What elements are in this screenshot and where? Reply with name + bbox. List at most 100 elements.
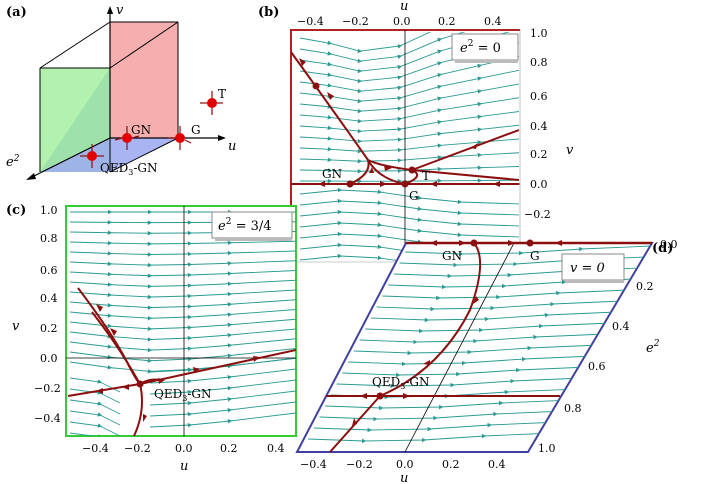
panel-a-label: (a) bbox=[6, 5, 27, 20]
streamline bbox=[149, 379, 296, 395]
panel-b-xlabel: u bbox=[400, 0, 408, 14]
panel-c-title: e2 = 3/4 bbox=[218, 217, 272, 234]
streamline bbox=[69, 410, 121, 426]
cube-gn-label: GN bbox=[131, 123, 151, 137]
cube-face-red bbox=[110, 22, 178, 138]
svg-text:0.8: 0.8 bbox=[530, 56, 548, 69]
streamline bbox=[149, 368, 296, 384]
panel-b-xticks: −0.4 −0.2 0.0 0.2 0.4 bbox=[297, 15, 502, 28]
streamline bbox=[69, 432, 103, 436]
svg-text:0.0: 0.0 bbox=[40, 352, 58, 365]
streamline bbox=[69, 279, 296, 289]
streamline bbox=[353, 344, 600, 356]
streamline bbox=[405, 245, 652, 257]
cube-g-label: G bbox=[191, 123, 201, 137]
svg-text:0.0: 0.0 bbox=[396, 458, 414, 471]
svg-text:0.4: 0.4 bbox=[612, 320, 630, 333]
streamline bbox=[299, 187, 519, 205]
streamline bbox=[69, 328, 296, 342]
panel-d-title: v = 0 bbox=[570, 261, 605, 276]
svg-text:0.2: 0.2 bbox=[438, 15, 456, 28]
streamline bbox=[69, 309, 296, 321]
svg-text:−0.2: −0.2 bbox=[524, 208, 551, 221]
panel-d-xticks: −0.4 −0.2 0.0 0.2 0.4 bbox=[300, 458, 506, 471]
streamline bbox=[69, 240, 296, 247]
panel-d-ylabel: e2 bbox=[646, 339, 660, 356]
svg-text:0.2: 0.2 bbox=[530, 148, 548, 161]
panel-b-title: e2 = 0 bbox=[460, 39, 501, 56]
svg-text:−0.2: −0.2 bbox=[34, 382, 61, 395]
panel-c-xlabel: u bbox=[180, 459, 188, 474]
streamline bbox=[69, 260, 296, 268]
streamline bbox=[365, 322, 612, 334]
svg-text:0.6: 0.6 bbox=[40, 264, 58, 277]
panel-d: (d) GN G QED3-GN v = 0 −0.4 −0 bbox=[295, 238, 678, 484]
streamline bbox=[299, 138, 519, 154]
streamline bbox=[69, 270, 296, 278]
streamline bbox=[299, 198, 519, 216]
streamline bbox=[336, 377, 583, 389]
panel-b-gn-label: GN bbox=[322, 167, 342, 181]
panel-d-label: (d) bbox=[652, 241, 673, 256]
svg-text:0.8: 0.8 bbox=[40, 232, 58, 245]
panel-b-fixed-points bbox=[312, 82, 416, 188]
panel-d-g-label: G bbox=[530, 249, 540, 263]
streamline bbox=[299, 83, 519, 114]
panel-c-fixed-point bbox=[136, 380, 144, 388]
streamline bbox=[359, 333, 606, 345]
panel-d-gn-label: GN bbox=[442, 249, 462, 263]
panel-b-yticks: 1.0 0.8 0.6 0.4 0.2 0.0 −0.2 bbox=[524, 27, 551, 221]
streamline bbox=[69, 348, 296, 363]
svg-text:−0.2: −0.2 bbox=[342, 15, 369, 28]
streamline bbox=[69, 399, 121, 415]
panel-c: (c) QED3-GN e2 = 3/4 −0.4 −0.2 0.0 0.2 bbox=[6, 203, 297, 474]
streamline bbox=[149, 412, 296, 428]
streamline bbox=[69, 289, 296, 300]
svg-text:−0.4: −0.4 bbox=[82, 442, 109, 455]
streamline bbox=[348, 355, 595, 367]
streamline bbox=[69, 299, 296, 310]
streamline bbox=[149, 401, 296, 417]
panel-c-yticks: 1.0 0.8 0.6 0.4 0.2 0.0 −0.2 −0.4 bbox=[34, 204, 61, 425]
panel-b-separatrix-arrows bbox=[299, 58, 500, 187]
streamline bbox=[319, 410, 566, 422]
streamline bbox=[69, 388, 121, 404]
panel-c-label: (c) bbox=[6, 203, 26, 218]
panel-c-title-box bbox=[211, 211, 293, 239]
panel-b-label: (b) bbox=[258, 5, 279, 20]
panel-c-xticks: −0.4 −0.2 0.0 0.2 0.4 bbox=[82, 442, 285, 455]
streamline bbox=[370, 311, 618, 323]
streamline bbox=[299, 220, 519, 238]
svg-text:0.8: 0.8 bbox=[564, 402, 582, 415]
panel-c-qed-label: QED3-GN bbox=[154, 387, 211, 403]
svg-text:0.2: 0.2 bbox=[636, 280, 654, 293]
cube-fixed-points bbox=[87, 98, 217, 161]
svg-text:0.4: 0.4 bbox=[267, 442, 285, 455]
svg-text:−0.4: −0.4 bbox=[34, 412, 61, 425]
panel-b-streamlines bbox=[299, 32, 519, 262]
svg-text:0.6: 0.6 bbox=[588, 360, 606, 373]
svg-text:−0.4: −0.4 bbox=[297, 15, 324, 28]
streamline bbox=[299, 178, 519, 184]
streamline bbox=[299, 165, 519, 174]
streamline bbox=[325, 399, 572, 411]
svg-text:0.4: 0.4 bbox=[40, 292, 58, 305]
panel-b-g-label: G bbox=[409, 189, 419, 203]
cube-face-blue bbox=[40, 138, 178, 172]
panel-b-t-label: T bbox=[422, 169, 430, 183]
svg-text:1.0: 1.0 bbox=[530, 27, 548, 40]
svg-text:0.6: 0.6 bbox=[530, 90, 548, 103]
streamline bbox=[149, 390, 296, 406]
streamline bbox=[299, 209, 519, 227]
svg-text:−0.2: −0.2 bbox=[346, 458, 373, 471]
cube-t-label: T bbox=[218, 87, 226, 101]
streamline bbox=[299, 124, 519, 144]
svg-text:0.4: 0.4 bbox=[484, 15, 502, 28]
svg-text:−0.2: −0.2 bbox=[124, 442, 151, 455]
streamline bbox=[69, 250, 296, 257]
axis-u-label: u bbox=[228, 139, 236, 154]
streamline bbox=[69, 421, 121, 436]
panel-b: (b) bbox=[258, 0, 574, 263]
svg-text:0.0: 0.0 bbox=[393, 15, 411, 28]
axis-v-label: v bbox=[116, 3, 124, 18]
